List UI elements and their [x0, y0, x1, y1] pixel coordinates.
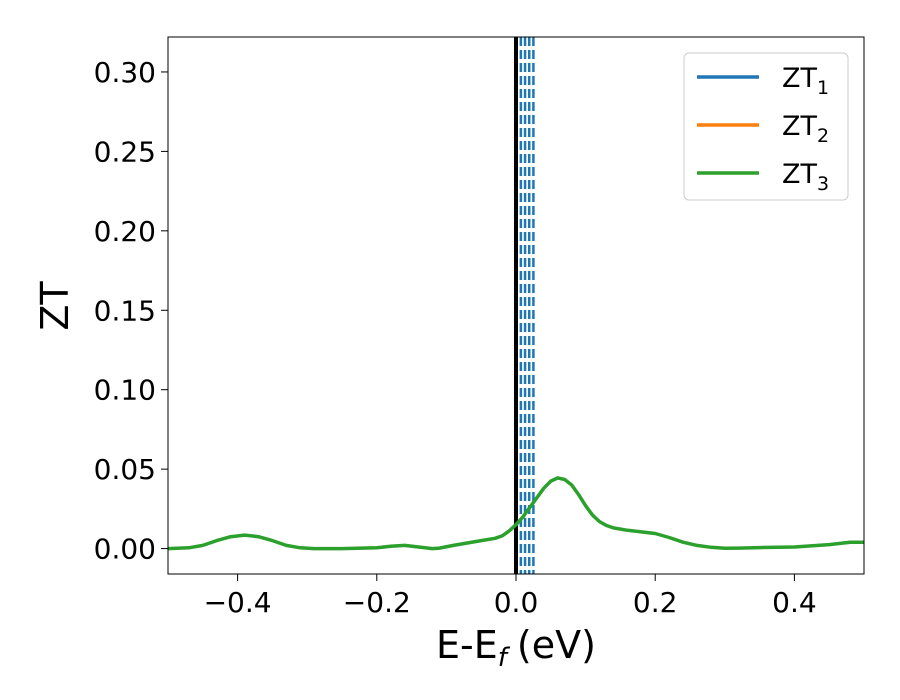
- y-tick-label: 0.20: [94, 215, 156, 248]
- legend-label-2: ZT2: [782, 111, 829, 147]
- y-axis-title: ZT: [33, 281, 77, 331]
- legend: ZT1 ZT2 ZT3: [683, 52, 849, 201]
- y-tick-label: 0.05: [94, 453, 156, 486]
- y-tick-label: 0.00: [94, 533, 156, 566]
- x-tick-label: 0.2: [633, 586, 678, 619]
- x-axis-ticks: −0.4 −0.2 0.0 0.2 0.4: [204, 574, 817, 619]
- y-tick-label: 0.15: [94, 294, 156, 327]
- x-tick-label: 0.4: [772, 586, 817, 619]
- legend-items: ZT1 ZT2 ZT3: [697, 63, 829, 195]
- x-axis-title-main: E-E: [436, 623, 498, 667]
- legend-label-1: ZT1: [782, 63, 829, 99]
- y-tick-label: 0.25: [94, 135, 156, 168]
- x-tick-label: 0.0: [494, 586, 539, 619]
- x-tick-label: −0.2: [343, 586, 411, 619]
- x-axis-title: E-Ef (eV): [436, 623, 596, 673]
- x-tick-label: −0.4: [204, 586, 272, 619]
- series-layer: [167, 476, 864, 551]
- x-axis-title-unit: (eV): [517, 623, 596, 667]
- legend-box: [683, 52, 849, 201]
- x-axis-title-sub: f: [498, 643, 511, 673]
- y-axis-ticks: 0.00 0.05 0.10 0.15 0.20 0.25 0.30: [94, 56, 168, 566]
- series-line-3: [167, 476, 864, 551]
- legend-label-3: ZT3: [782, 159, 829, 195]
- y-tick-label: 0.10: [94, 374, 156, 407]
- y-tick-label: 0.30: [94, 56, 156, 89]
- dashed-marker-lines: [519, 37, 535, 574]
